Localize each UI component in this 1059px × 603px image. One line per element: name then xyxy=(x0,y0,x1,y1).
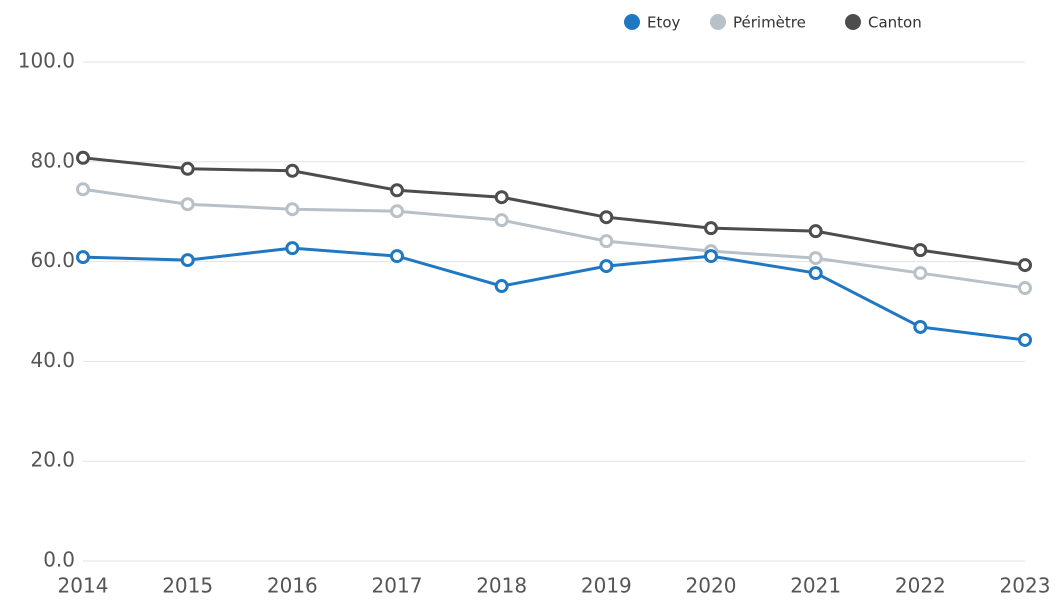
data-point xyxy=(704,249,718,264)
y-tick-label: 80.0 xyxy=(30,148,75,172)
data-point xyxy=(285,241,300,256)
data-point xyxy=(913,243,928,258)
data-point xyxy=(180,161,195,176)
x-tick-label: 2014 xyxy=(58,574,109,598)
legend-label: Etoy xyxy=(647,14,681,32)
series-line xyxy=(82,246,1026,342)
data-point xyxy=(808,266,823,281)
legend-marker xyxy=(710,14,726,30)
data-point xyxy=(1018,258,1032,273)
series-line xyxy=(82,187,1026,290)
data-point xyxy=(494,190,509,205)
y-tick-label: 60.0 xyxy=(30,248,75,272)
legend-marker xyxy=(845,14,861,30)
data-point xyxy=(76,250,90,265)
data-point xyxy=(180,253,195,268)
y-tick-label: 0.0 xyxy=(43,548,75,572)
legend-marker xyxy=(624,14,640,30)
x-tick-label: 2023 xyxy=(1000,574,1051,598)
y-tick-label: 100.0 xyxy=(18,49,75,73)
x-tick-label: 2019 xyxy=(581,574,632,598)
data-point xyxy=(76,182,90,197)
x-tick-label: 2018 xyxy=(476,574,527,598)
y-tick-label: 40.0 xyxy=(30,348,75,372)
x-tick-label: 2016 xyxy=(267,574,318,598)
data-point xyxy=(76,150,90,165)
data-point xyxy=(390,204,404,219)
data-point xyxy=(599,234,614,249)
x-tick-label: 2017 xyxy=(372,574,423,598)
data-point xyxy=(599,210,614,225)
data-point xyxy=(1018,332,1032,347)
data-point xyxy=(494,213,509,228)
data-point xyxy=(180,197,195,212)
series-line xyxy=(82,156,1026,267)
data-point xyxy=(808,251,823,266)
data-point xyxy=(704,221,718,236)
data-point xyxy=(390,249,404,264)
data-point xyxy=(913,319,928,334)
data-point xyxy=(390,183,404,198)
y-tick-label: 20.0 xyxy=(30,448,75,472)
data-point xyxy=(285,163,300,178)
x-tick-label: 2022 xyxy=(895,574,946,598)
legend-label: Canton xyxy=(868,14,922,32)
x-tick-label: 2020 xyxy=(686,574,737,598)
data-point xyxy=(913,266,928,281)
data-point xyxy=(808,224,823,239)
legend-label: Périmètre xyxy=(733,14,806,32)
data-point xyxy=(1018,281,1032,296)
data-point xyxy=(494,279,509,294)
data-point xyxy=(599,259,614,274)
data-point xyxy=(285,202,300,217)
x-tick-label: 2015 xyxy=(162,574,213,598)
x-tick-label: 2021 xyxy=(790,574,841,598)
